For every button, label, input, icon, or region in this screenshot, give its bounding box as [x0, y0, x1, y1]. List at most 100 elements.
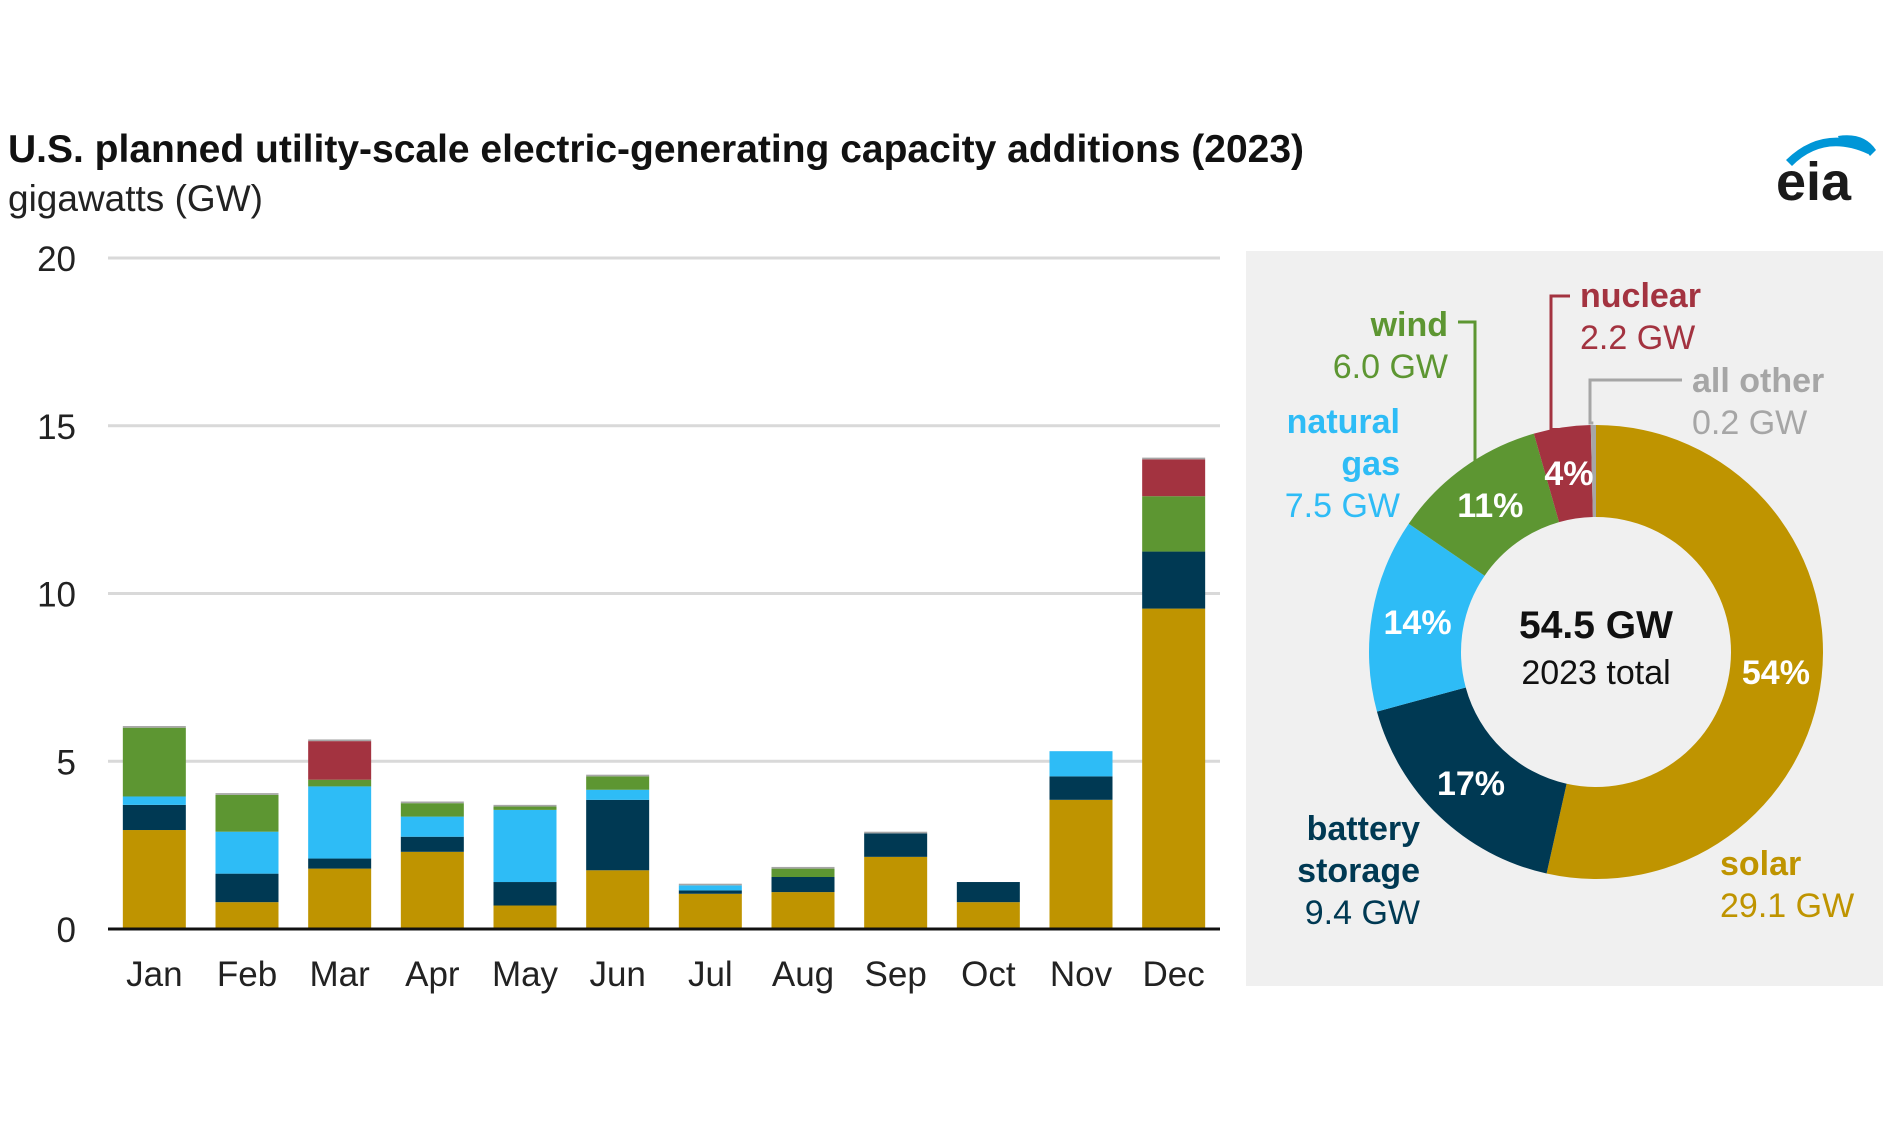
- donut-value-label-battery: 9.4 GW: [1305, 894, 1420, 932]
- bar-wind-mar: [308, 779, 372, 787]
- bar-natural_gas-nov: [1049, 751, 1113, 777]
- y-tick-label: 15: [37, 408, 76, 447]
- donut-slice-wind: [1408, 433, 1560, 576]
- donut-pct-label-solar: 54%: [1742, 654, 1810, 692]
- donut-center-label: 2023 total: [1521, 654, 1670, 692]
- donut-name-label-solar: solar: [1720, 845, 1801, 883]
- x-tick-label: May: [492, 955, 559, 994]
- donut-name-label-natural_gas: gas: [1341, 445, 1400, 483]
- bar-solar-dec: [1142, 608, 1206, 929]
- y-tick-labels: 0 5 10 15 20: [37, 240, 76, 950]
- x-tick-label: Nov: [1050, 955, 1113, 994]
- leader-wind: [1458, 320, 1477, 485]
- bar-natural_gas-apr: [400, 816, 464, 837]
- donut-name-label-natural_gas: natural: [1287, 403, 1400, 441]
- x-tick-label: Oct: [961, 955, 1016, 994]
- bar-battery-jun: [586, 799, 650, 871]
- bar-battery-oct: [956, 882, 1020, 903]
- donut-value-label-wind: 6.0 GW: [1333, 348, 1448, 386]
- donut-labels: 54% 17% 14% 11% 4% 54.5 GW 2023 total solar 29.1…: [1285, 277, 1854, 932]
- donut-slice-solar: [1546, 425, 1823, 880]
- x-tick-label: Dec: [1143, 955, 1205, 994]
- x-tick-label: Jul: [688, 955, 733, 994]
- x-tick-labels: Jan Feb Mar Apr May Jun Jul Aug Sep Oct Nov Dec: [126, 955, 1205, 994]
- bar-natural_gas-may: [493, 809, 557, 883]
- bar-battery-nov: [1049, 776, 1113, 800]
- bar-wind-dec: [1142, 496, 1206, 552]
- bar-all_other-feb: [215, 793, 279, 795]
- bar-wind-feb: [215, 794, 279, 832]
- donut-value-label-nuclear: 2.2 GW: [1580, 319, 1695, 357]
- bar-natural_gas-feb: [215, 831, 279, 874]
- donut-pct-label-natural_gas: 14%: [1384, 604, 1452, 642]
- bar-battery-jul: [678, 890, 742, 894]
- chart-title: U.S. planned utility-scale electric-gene…: [8, 128, 1305, 171]
- bar-wind-aug: [771, 868, 835, 877]
- bar-nuclear-mar: [308, 741, 372, 780]
- bar-battery-sep: [864, 833, 928, 857]
- donut-name-label-nuclear: nuclear: [1580, 277, 1701, 315]
- donut-center-value: 54.5 GW: [1519, 604, 1673, 647]
- bar-solar-apr: [400, 851, 464, 929]
- donut-slice-battery: [1376, 687, 1567, 874]
- donut-slice-all_other: [1590, 425, 1596, 518]
- bar-all_other-aug: [771, 866, 835, 869]
- bar-solar-mar: [308, 868, 372, 929]
- bar-solar-sep: [864, 856, 928, 929]
- bar-solar-oct: [956, 902, 1020, 929]
- bar-series: [108, 457, 1220, 931]
- y-tick-label: 5: [57, 743, 76, 782]
- donut-value-label-solar: 29.1 GW: [1720, 887, 1854, 925]
- donut-pct-label-wind: 11%: [1457, 487, 1523, 525]
- x-tick-label: Jun: [589, 955, 645, 994]
- leader-nuclear: [1549, 294, 1570, 432]
- donut-pct-label-nuclear: 4%: [1544, 455, 1593, 493]
- bar-solar-may: [493, 905, 557, 929]
- donut-name-label-wind: wind: [1370, 306, 1448, 344]
- donut-name-label-battery: battery: [1307, 810, 1420, 848]
- y-tick-label: 20: [37, 240, 76, 279]
- donut-pct-label-battery: 17%: [1437, 765, 1505, 803]
- bar-all_other-sep: [864, 831, 928, 834]
- bar-natural_gas-jul: [678, 885, 742, 891]
- donut-chart: [1369, 425, 1823, 880]
- bar-all_other-dec: [1142, 457, 1206, 460]
- bar-solar-nov: [1049, 799, 1113, 929]
- bar-solar-feb: [215, 902, 279, 929]
- donut-leader-lines: [1458, 294, 1682, 485]
- bar-battery-may: [493, 882, 557, 906]
- bar-wind-apr: [400, 803, 464, 817]
- x-tick-label: Apr: [405, 955, 460, 994]
- bar-battery-apr: [400, 836, 464, 852]
- bar-all_other-jun: [586, 774, 650, 777]
- bar-wind-jun: [586, 776, 650, 790]
- bar-battery-feb: [215, 873, 279, 903]
- bar-all_other-apr: [400, 801, 464, 804]
- bar-battery-dec: [1142, 551, 1206, 609]
- x-tick-label: Feb: [217, 955, 277, 994]
- bar-battery-jan: [122, 804, 186, 831]
- bar-natural_gas-jun: [586, 789, 650, 800]
- bar-all_other-may: [493, 804, 557, 807]
- bar-natural_gas-mar: [308, 786, 372, 859]
- eia-logo: eia: [1776, 135, 1876, 208]
- bar-solar-jun: [586, 870, 650, 929]
- leader-all-other: [1588, 378, 1682, 425]
- chart-subtitle: gigawatts (GW): [8, 178, 263, 219]
- donut-slice-natural_gas: [1369, 523, 1485, 712]
- donut-name-label-all_other: all other: [1692, 362, 1824, 400]
- bar-battery-aug: [771, 876, 835, 893]
- donut-value-label-natural_gas: 7.5 GW: [1285, 487, 1400, 525]
- bar-nuclear-dec: [1142, 459, 1206, 497]
- x-tick-label: Aug: [772, 955, 834, 994]
- bar-all_other-mar: [308, 739, 372, 742]
- x-tick-label: Mar: [310, 955, 371, 994]
- donut-name-label-battery: storage: [1297, 852, 1420, 890]
- x-tick-label: Jan: [126, 955, 182, 994]
- bar-natural_gas-jan: [122, 796, 186, 805]
- bar-all_other-jul: [678, 883, 742, 886]
- bar-grid: [108, 256, 1220, 763]
- bar-all_other-jan: [122, 726, 186, 728]
- bar-wind-jan: [122, 727, 186, 797]
